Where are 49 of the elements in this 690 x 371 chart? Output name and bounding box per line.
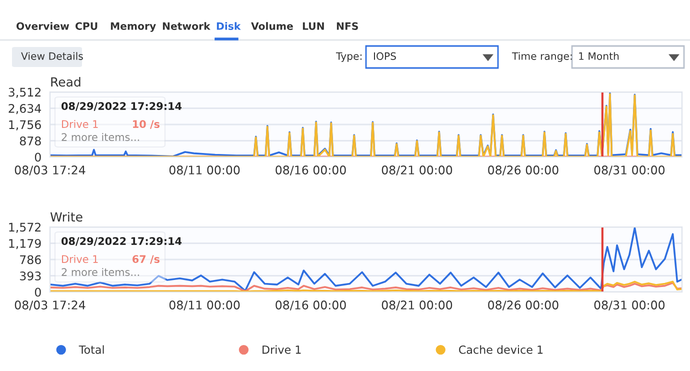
text: Network [162,22,210,30]
x-tick-label: 08/31 00:00 [594,300,665,310]
x-tick-label: 08/26 00:00 [488,166,558,176]
x-tick-label: 08/26 00:00 [488,300,558,310]
annotation: Drive 1 [62,254,98,264]
text: Disk [216,22,241,30]
text: Type: [336,52,362,62]
legend-label: Drive 1 [262,345,301,354]
legend-label: Total [78,345,104,354]
legend-label: Cache device 1 [459,345,543,354]
text: NFS [336,22,358,30]
x-tick-label: 08/11 00:00 [169,166,240,176]
y-tick-label: 393 [20,271,41,280]
chart-title: Read [51,76,80,87]
text: Overview [16,22,70,30]
y-tick-label: 3,512 [8,88,40,98]
chart-title: Write [50,212,82,222]
annotation: 67 /s [132,255,160,264]
y-tick-label: 1,572 [9,222,40,233]
y-tick-label: 0 [34,288,41,297]
line-series [50,227,682,292]
x-tick-label: 08/21 00:00 [382,300,452,310]
annotation: 10 /s [133,120,160,129]
x-tick-label: 08/16 00:00 [276,300,346,310]
text: View Details [21,52,83,60]
annotation: 08/29/2022 17:29:14 [62,102,182,111]
y-tick-label: 878 [20,136,41,146]
y-tick-label: 2,634 [8,104,42,114]
x-tick-label: 08/03 17:24 [14,300,86,310]
y-tick-label: 786 [20,255,41,264]
y-tick-label: 0 [34,152,41,162]
text: LUN [302,22,324,30]
annotation: Drive 1 [62,120,98,128]
text: Volume [251,22,293,30]
y-tick-label: 1,179 [9,238,41,250]
text: IOPS [374,52,396,60]
y-tick-label: 1,756 [9,120,41,130]
x-tick-label: 08/21 00:00 [382,166,452,176]
x-tick-label: 08/31 00:00 [594,166,665,176]
x-tick-label: 08/11 00:00 [169,300,240,310]
text: Time range: [512,52,572,62]
text: CPU [76,22,98,30]
text: Memory [110,22,156,32]
annotation: 08/29/2022 17:29:14 [62,237,182,246]
x-tick-label: 08/16 00:00 [276,166,346,176]
annotation: 2 more items... [62,132,139,142]
text: 1 Month [579,52,619,60]
annotation: 2 more items... [62,268,139,276]
x-tick-label: 08/03 17:24 [14,166,86,176]
